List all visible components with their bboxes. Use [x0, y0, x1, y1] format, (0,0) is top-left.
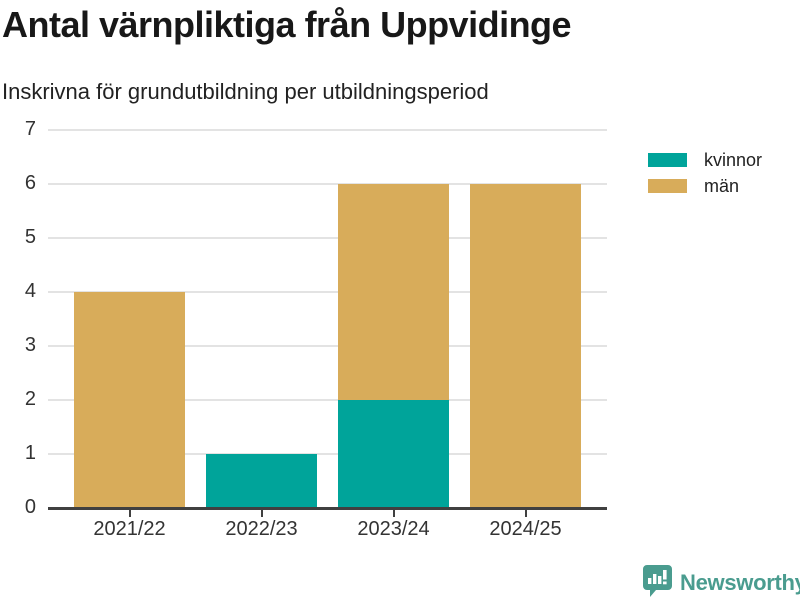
bar-2023-24-män — [338, 184, 449, 400]
gridline-y6 — [48, 183, 607, 185]
xtick-mark-3 — [524, 510, 527, 517]
xtick-label-2: 2023/24 — [357, 518, 430, 540]
gridline-y2 — [48, 399, 607, 401]
xtick-mark-0 — [128, 510, 131, 517]
ytick-label-3: 3 — [24, 334, 36, 356]
xtick-mark-2 — [392, 510, 395, 517]
legend-label-kvinnor: kvinnor — [704, 149, 763, 170]
newsworthy-logo-icon — [642, 564, 673, 600]
ytick-label-2: 2 — [24, 388, 36, 410]
legend-swatch-man — [648, 179, 687, 193]
newsworthy-brand: Newsworthy — [642, 564, 800, 600]
chart-subtitle: Inskrivna för grundutbildning per utbild… — [2, 79, 489, 104]
legend-item-kvinnor: kvinnor — [648, 147, 762, 173]
chart-title: Antal värnpliktiga från Uppvidinge — [2, 4, 572, 45]
legend-item-man: män — [648, 173, 762, 199]
xtick-label-1: 2022/23 — [225, 518, 298, 540]
ytick-label-7: 7 — [24, 118, 36, 140]
ytick-label-4: 4 — [24, 280, 36, 302]
gridline-y7 — [48, 129, 607, 131]
bar-2021-22-män — [74, 292, 185, 508]
x-axis-line — [48, 507, 607, 510]
legend: kvinnor män — [648, 147, 762, 199]
legend-swatch-kvinnor — [648, 153, 687, 167]
newsworthy-brand-text: Newsworthy — [680, 570, 800, 595]
legend-label-man: män — [704, 175, 740, 196]
gridline-y4 — [48, 291, 607, 293]
bar-2022-23-kvinnor — [206, 454, 317, 508]
gridline-y1 — [48, 453, 607, 455]
gridline-y5 — [48, 237, 607, 239]
bar-2024-25-män — [470, 184, 581, 508]
xtick-label-0: 2021/22 — [93, 518, 166, 540]
bar-2023-24-kvinnor — [338, 400, 449, 508]
xtick-label-3: 2024/25 — [489, 518, 562, 540]
xtick-mark-1 — [260, 510, 263, 517]
gridline-y3 — [48, 345, 607, 347]
ytick-label-0: 0 — [24, 496, 36, 518]
ytick-label-6: 6 — [24, 172, 36, 194]
ytick-label-1: 1 — [24, 442, 36, 464]
ytick-label-5: 5 — [24, 226, 36, 248]
